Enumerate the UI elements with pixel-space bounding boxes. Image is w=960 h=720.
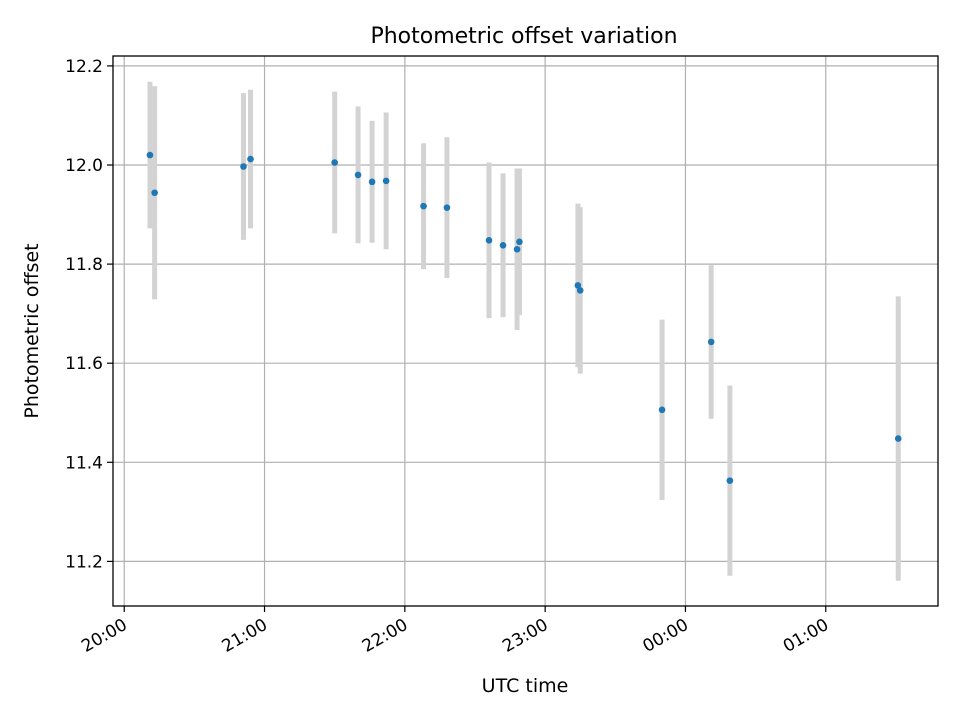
- data-point: [707, 338, 715, 346]
- data-point: [420, 202, 427, 210]
- data-points: [146, 151, 902, 484]
- data-point: [516, 238, 523, 246]
- y-axis-label: Photometric offset: [21, 243, 43, 418]
- data-point: [331, 159, 338, 166]
- data-point: [658, 406, 666, 414]
- chart-title: Photometric offset variation: [370, 24, 677, 49]
- y-tick-label: 11.2: [65, 552, 103, 572]
- data-point: [354, 171, 362, 179]
- y-tick-label: 11.8: [65, 255, 103, 275]
- data-point: [574, 282, 582, 289]
- data-point: [146, 151, 154, 159]
- y-axis-ticks: 11.2 11.4 11.6 11.8 12.0 12.2: [65, 57, 113, 572]
- data-point: [894, 435, 902, 442]
- data-point: [485, 237, 493, 244]
- y-tick-label: 11.4: [65, 453, 103, 473]
- data-point: [382, 177, 390, 185]
- data-point: [499, 241, 507, 249]
- y-tick-label: 11.6: [65, 354, 103, 374]
- y-tick-label: 12.2: [65, 57, 103, 77]
- y-tick-label: 12.0: [65, 156, 103, 176]
- x-axis-label: UTC time: [482, 675, 569, 697]
- data-point: [443, 204, 451, 211]
- data-point: [151, 189, 158, 197]
- data-point: [576, 287, 584, 294]
- data-point: [247, 155, 254, 163]
- data-point: [240, 163, 247, 170]
- data-point: [513, 245, 521, 253]
- data-point: [726, 477, 734, 484]
- plot-frame: [112, 55, 939, 607]
- data-point: [368, 178, 376, 186]
